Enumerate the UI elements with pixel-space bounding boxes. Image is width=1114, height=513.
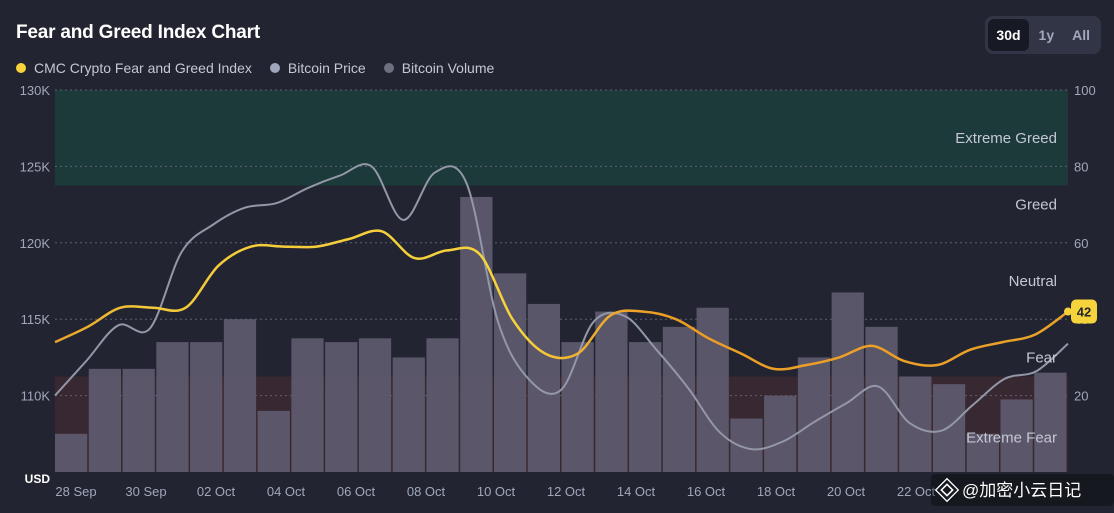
x-axis-tick: 10 Oct xyxy=(477,484,516,499)
fear-greed-line xyxy=(54,229,1069,371)
zone-band-extreme-greed xyxy=(55,90,1068,186)
legend-dot-fear-greed xyxy=(16,63,26,73)
watermark: @加密小云日记 xyxy=(931,474,1114,506)
volume-bar xyxy=(325,342,358,472)
left-axis-tick: 115K xyxy=(21,312,51,327)
x-axis-tick: 18 Oct xyxy=(757,484,796,499)
volume-bar xyxy=(966,433,999,472)
binance-icon-shape xyxy=(940,483,954,497)
volume-bar xyxy=(561,342,594,472)
zone-label: Greed xyxy=(1015,197,1057,214)
volume-bar xyxy=(460,196,493,472)
volume-bar xyxy=(156,342,189,472)
x-axis-tick: 20 Oct xyxy=(827,484,866,499)
x-axis-tick: 16 Oct xyxy=(687,484,726,499)
x-axis-tick: 14 Oct xyxy=(617,484,656,499)
legend-dot-bitcoin-price xyxy=(269,63,280,73)
volume-bar xyxy=(493,273,527,472)
volume-bar xyxy=(88,368,122,472)
right-axis-tick: 80 xyxy=(1074,159,1088,174)
range-tab-all[interactable]: All xyxy=(1072,27,1090,43)
watermark-background xyxy=(931,474,1114,506)
left-axis-tick: 120K xyxy=(20,236,51,251)
volume-bar xyxy=(730,418,763,472)
x-axis-tick: 12 Oct xyxy=(547,484,586,499)
volume-bar xyxy=(899,376,932,472)
legend-label-fear-greed: CMC Crypto Fear and Greed Index xyxy=(34,60,252,76)
volume-bar xyxy=(291,338,324,472)
volume-bar xyxy=(629,342,662,472)
right-axis-tick: 60 xyxy=(1074,236,1088,251)
volume-bar xyxy=(1034,372,1067,472)
x-axis-tick: 06 Oct xyxy=(337,484,376,499)
current-value-label: 42 xyxy=(1077,305,1091,320)
volume-bar xyxy=(595,311,628,472)
range-tabs: 30d 1y All xyxy=(985,16,1101,54)
volume-bar xyxy=(257,410,290,472)
legend-item-bitcoin-price[interactable]: Bitcoin Price xyxy=(269,60,366,76)
volume-bar xyxy=(190,342,223,472)
legend-dot-bitcoin-volume xyxy=(383,63,394,73)
chart-title: Fear and Greed Index Chart xyxy=(16,22,260,43)
current-value-badge xyxy=(1071,299,1097,324)
zone-label: Extreme Greed xyxy=(955,130,1057,147)
left-axis-tick: 125K xyxy=(20,159,51,174)
labels-layer: 110K115K120K125K130KUSD20406080100Extrem… xyxy=(20,83,1114,506)
x-axis-tick: 30 Sep xyxy=(125,484,166,499)
x-axis-tick: 04 Oct xyxy=(267,484,306,499)
volume-bar xyxy=(55,433,88,472)
x-axis-tick: 28 Sep xyxy=(55,484,96,499)
lines-layer xyxy=(54,163,1069,451)
volume-bar xyxy=(426,338,459,472)
current-value-dot xyxy=(1064,307,1072,316)
binance-icon xyxy=(934,477,960,503)
right-axis-tick: 100 xyxy=(1074,83,1096,98)
zone-label: Extreme Fear xyxy=(966,430,1057,447)
volume-bar xyxy=(392,357,425,472)
left-axis-tick: 110K xyxy=(21,389,51,404)
x-axis-tick: 08 Oct xyxy=(407,484,446,499)
binance-icon-outline xyxy=(934,477,960,503)
legend-item-fear-greed[interactable]: CMC Crypto Fear and Greed Index xyxy=(16,60,252,76)
range-tab-1y[interactable]: 1y xyxy=(1038,27,1055,43)
right-axis-tick: 20 xyxy=(1074,389,1088,404)
volume-bar xyxy=(932,384,966,472)
watermark-text: @加密小云日记 xyxy=(962,481,1081,500)
zone-label: Neutral xyxy=(1009,273,1057,290)
x-axis-tick: 02 Oct xyxy=(197,484,236,499)
legend-label-bitcoin-price: Bitcoin Price xyxy=(287,60,366,76)
zone-label: Fear xyxy=(1026,349,1057,366)
volume-bar xyxy=(764,395,797,472)
range-tab-30d[interactable]: 30d xyxy=(988,19,1029,51)
left-axis-label: USD xyxy=(25,472,51,486)
x-axis-tick: 22 Oct xyxy=(897,484,936,499)
volume-bar xyxy=(223,319,257,472)
volume-bar xyxy=(1000,399,1033,472)
volume-bar xyxy=(527,303,560,472)
legend-item-bitcoin-volume[interactable]: Bitcoin Volume xyxy=(383,60,495,76)
volume-bar xyxy=(696,307,729,472)
volume-bar xyxy=(831,292,864,472)
chart-legend: CMC Crypto Fear and Greed Index Bitcoin … xyxy=(16,60,494,76)
legend-label-bitcoin-volume: Bitcoin Volume xyxy=(401,60,495,76)
bitcoin-price-line xyxy=(54,163,1069,451)
volume-bar xyxy=(662,326,696,472)
volume-bar xyxy=(122,368,155,472)
left-axis-tick: 130K xyxy=(20,83,51,98)
volume-bar xyxy=(358,338,392,472)
